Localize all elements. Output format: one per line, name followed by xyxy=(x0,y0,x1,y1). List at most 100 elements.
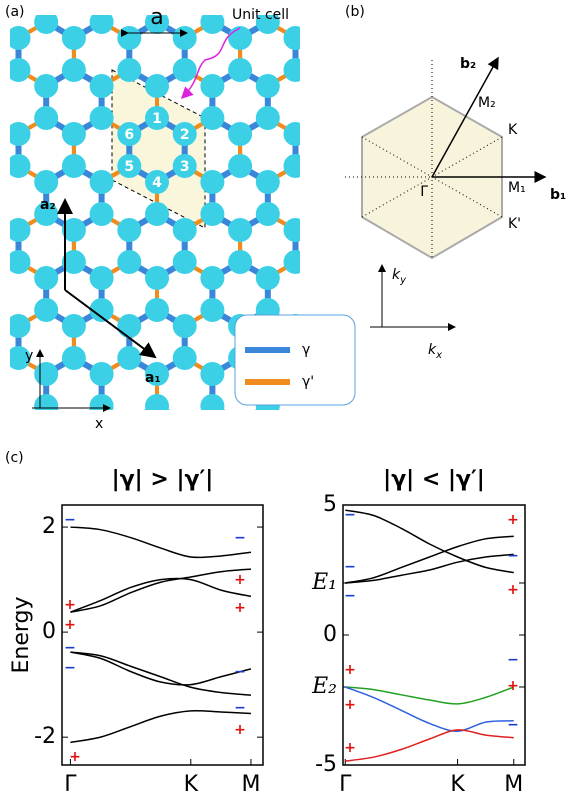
atom xyxy=(61,122,86,146)
vector-label: a₁ xyxy=(145,370,161,386)
vector-b2 xyxy=(431,56,499,178)
intra-bond xyxy=(0,406,19,422)
atom xyxy=(89,394,114,410)
x-tick-label: Γ xyxy=(64,772,77,797)
atom xyxy=(255,202,280,226)
atom xyxy=(172,346,197,370)
atom xyxy=(200,202,225,226)
atom xyxy=(34,202,59,226)
atom xyxy=(61,250,86,274)
lattice-constant: a xyxy=(150,5,163,30)
atom xyxy=(200,15,225,34)
band xyxy=(70,651,252,696)
atom xyxy=(283,250,300,274)
atom xyxy=(173,442,197,466)
atom xyxy=(283,442,307,466)
atom xyxy=(200,170,225,194)
atom xyxy=(283,26,300,50)
inter-bond xyxy=(351,310,379,326)
atom xyxy=(0,170,3,194)
atom xyxy=(34,266,59,290)
atom xyxy=(283,218,300,242)
parity-label: + xyxy=(234,600,246,616)
parity-label: + xyxy=(64,597,76,613)
atom xyxy=(200,362,225,386)
atom xyxy=(200,74,225,98)
subscript: x xyxy=(435,350,442,361)
atom xyxy=(200,298,225,322)
atom xyxy=(34,106,59,130)
atom xyxy=(117,122,142,146)
atom xyxy=(89,202,114,226)
axis-label: ky xyxy=(392,267,407,286)
inter-bond xyxy=(351,406,379,422)
atom xyxy=(0,266,3,290)
parity-label: − xyxy=(507,717,519,733)
atom xyxy=(283,410,307,434)
atom xyxy=(172,154,197,178)
atom xyxy=(10,154,31,178)
chart-title: |γ| < |γ′| xyxy=(383,467,485,492)
legend-label: γ' xyxy=(302,374,314,390)
atom xyxy=(145,298,169,322)
band xyxy=(345,535,514,584)
atom xyxy=(89,106,114,130)
atom xyxy=(117,58,142,82)
atom xyxy=(255,106,280,130)
atom xyxy=(228,218,253,242)
atom xyxy=(61,26,86,50)
y-tick-label: 0 xyxy=(42,619,56,644)
atom xyxy=(311,10,335,34)
atom xyxy=(145,0,169,2)
atom xyxy=(311,106,335,130)
parity-label: + xyxy=(234,722,246,738)
band xyxy=(70,709,252,744)
atom xyxy=(339,154,363,178)
atom xyxy=(0,362,3,386)
atom xyxy=(172,250,197,274)
band xyxy=(345,729,514,762)
atom xyxy=(172,58,197,82)
axis-label: x xyxy=(95,416,103,432)
intra-bond xyxy=(323,262,351,278)
atom xyxy=(311,202,335,226)
atom xyxy=(89,74,114,98)
legend-label: γ xyxy=(302,342,310,358)
intra-bond xyxy=(323,214,351,230)
atom xyxy=(311,170,335,194)
parity-label: + xyxy=(344,740,356,756)
atom xyxy=(145,202,169,226)
atom xyxy=(89,298,114,322)
parity-label: + xyxy=(507,512,519,528)
atom xyxy=(34,74,59,98)
site-label: 5 xyxy=(124,159,134,175)
atom xyxy=(34,394,59,410)
atom xyxy=(255,266,280,290)
atom xyxy=(339,218,363,242)
parity-label: + xyxy=(507,582,519,598)
parity-label: + xyxy=(344,697,356,713)
atom xyxy=(0,458,3,482)
atom xyxy=(10,122,31,146)
atom xyxy=(228,250,253,274)
x-tick-label: K xyxy=(450,772,465,797)
unit-cell-label: Unit cell xyxy=(232,7,289,23)
atom xyxy=(145,74,169,98)
parity-label: − xyxy=(344,588,356,604)
atom xyxy=(7,410,31,434)
x-tick-label: Γ xyxy=(339,772,352,797)
atom xyxy=(339,26,363,50)
parity-label: − xyxy=(234,664,246,680)
chart: |γ| > |γ′| Energy 2 0 -2 Γ K M − + + − − + − + + − − + xyxy=(9,467,264,797)
atom xyxy=(61,58,86,82)
x-tick-label: M xyxy=(504,772,523,797)
atom xyxy=(117,346,142,370)
atom xyxy=(117,250,142,274)
atom xyxy=(89,266,114,290)
atom xyxy=(283,154,300,178)
atom xyxy=(311,0,335,2)
band xyxy=(345,553,514,584)
axis-label: kx xyxy=(428,342,442,361)
atom xyxy=(339,410,363,434)
subscript: y xyxy=(399,275,407,286)
